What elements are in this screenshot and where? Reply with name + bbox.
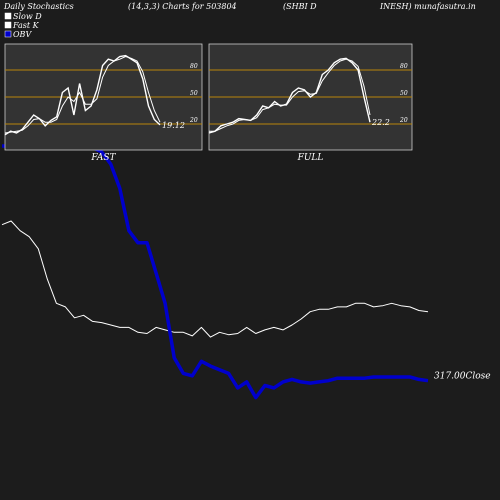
fast-series-slow-d (4, 55, 161, 134)
legend-swatch-2 (4, 30, 12, 38)
full-stochastic-panel: 80 50 20 22.2 FULL (208, 43, 413, 163)
price-line (1, 220, 429, 338)
legend-label-2: OBV (13, 30, 32, 39)
header-name-a: (SHBI D (283, 2, 317, 11)
full-ytick-80: 80 (400, 63, 408, 70)
close-value-label: 317.00Close (434, 372, 491, 382)
full-ytick-20: 20 (399, 117, 408, 124)
full-end-value: 22.2 (371, 118, 390, 127)
header-params: (14,3,3) Charts for 503804 (128, 2, 237, 11)
fast-panel-label: FAST (90, 153, 116, 163)
price-obv-panel: 317.00Close (1, 144, 491, 400)
obv-line (2, 144, 429, 400)
full-ytick-50: 50 (400, 90, 408, 97)
legend-label-1: Fast K (12, 21, 40, 30)
full-panel-label: FULL (297, 153, 324, 163)
full-series-slow-d (209, 58, 371, 132)
fast-series-fast-k (4, 54, 161, 136)
fast-end-value: 19.12 (162, 121, 185, 130)
legend-label-0: Slow D (13, 12, 42, 21)
full-series-fast-k (208, 57, 371, 134)
legend-swatch-1 (4, 21, 12, 29)
header-title: Daily Stochastics (3, 2, 74, 11)
fast-stochastic-panel: 80 50 20 19.12 FAST (4, 43, 203, 163)
fast-ytick-80: 80 (190, 63, 198, 70)
fast-ytick-20: 20 (189, 117, 198, 124)
legend-swatch-0 (4, 12, 12, 20)
fast-ytick-50: 50 (190, 90, 198, 97)
header-name-b: INESH) munafasutra.in (379, 2, 476, 11)
chart-header: Daily Stochastics (14,3,3) Charts for 50… (3, 2, 476, 11)
